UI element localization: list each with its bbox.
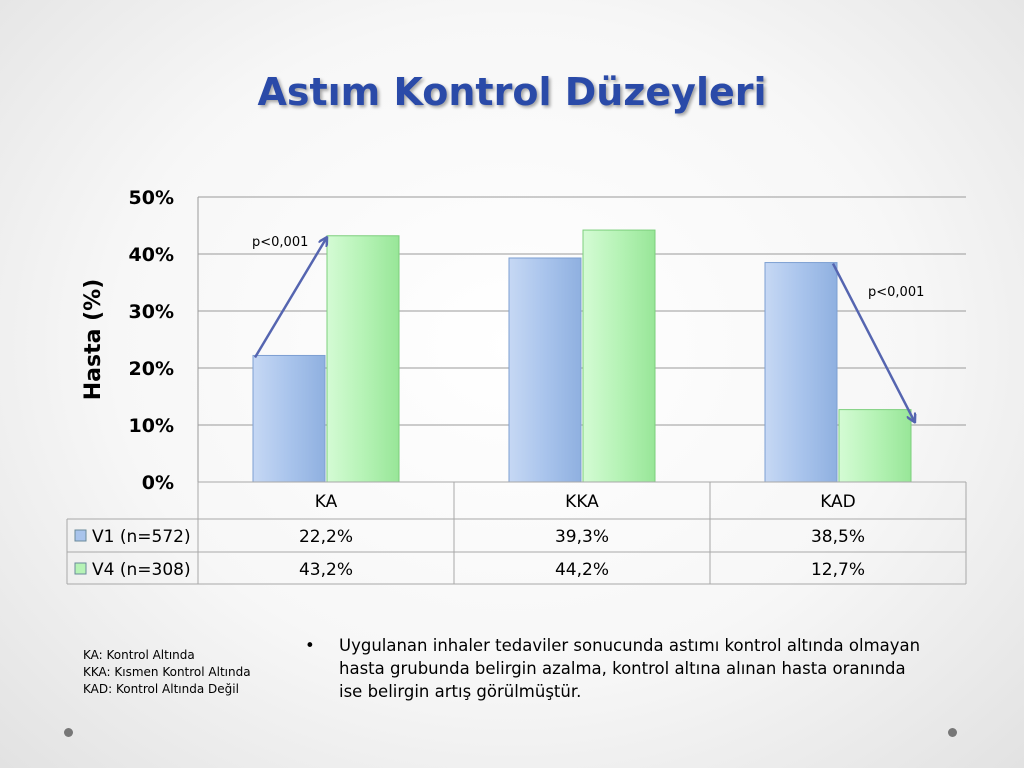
y-tick-label: 20%: [129, 358, 174, 380]
data-label: 39,3%: [555, 527, 609, 547]
bar-v1: [764, 262, 838, 483]
bullet-point: • Uygulanan inhaler tedaviler sonucunda …: [305, 634, 925, 703]
y-tick-label: 10%: [129, 415, 174, 437]
bullet-text: Uygulanan inhaler tedaviler sonucunda as…: [339, 636, 921, 701]
x-category-label: KA: [315, 492, 338, 512]
x-category-label: KAD: [820, 492, 856, 512]
bar-v4: [838, 409, 912, 483]
data-label: 43,2%: [299, 560, 353, 580]
y-tick-label: 0%: [142, 472, 174, 494]
y-tick-label: 40%: [129, 244, 174, 266]
increase-arrow-icon: [253, 239, 326, 359]
abbreviation-ka: KA: Kontrol Altında: [83, 648, 195, 662]
bar-v4: [326, 235, 400, 483]
abbreviation-kka: KKA: Kısmen Kontrol Altında: [83, 665, 251, 679]
data-label: 12,7%: [811, 560, 865, 580]
legend-swatch-v4: [74, 562, 87, 575]
data-label: 44,2%: [555, 560, 609, 580]
corner-dot-icon: [64, 728, 73, 737]
legend-swatch-v1: [74, 529, 87, 542]
bar-v4: [582, 229, 656, 483]
abbreviation-kad: KAD: Kontrol Altında Değil: [83, 682, 239, 696]
legend-series-name: V1 (n=572): [92, 527, 191, 547]
data-label: 22,2%: [299, 527, 353, 547]
data-label: 38,5%: [811, 527, 865, 547]
y-tick-label: 30%: [129, 301, 174, 323]
slide-title: Astım Kontrol Düzeyleri: [257, 70, 767, 114]
x-category-label: KKA: [565, 492, 599, 512]
bar-v1: [508, 257, 582, 483]
y-tick-label: 50%: [129, 187, 174, 209]
bar-v1: [252, 354, 326, 483]
y-axis-title: Hasta (%): [81, 279, 106, 401]
p-value-annotation: p<0,001: [868, 285, 924, 300]
abbreviation-notes: KA: Kontrol Altında KKA: Kısmen Kontrol …: [83, 647, 251, 698]
legend-series-name: V4 (n=308): [92, 560, 191, 580]
bullet-icon: •: [305, 636, 315, 655]
corner-dot-icon: [948, 728, 957, 737]
p-value-annotation: p<0,001: [252, 235, 308, 250]
decrease-arrow-icon: [831, 262, 914, 421]
